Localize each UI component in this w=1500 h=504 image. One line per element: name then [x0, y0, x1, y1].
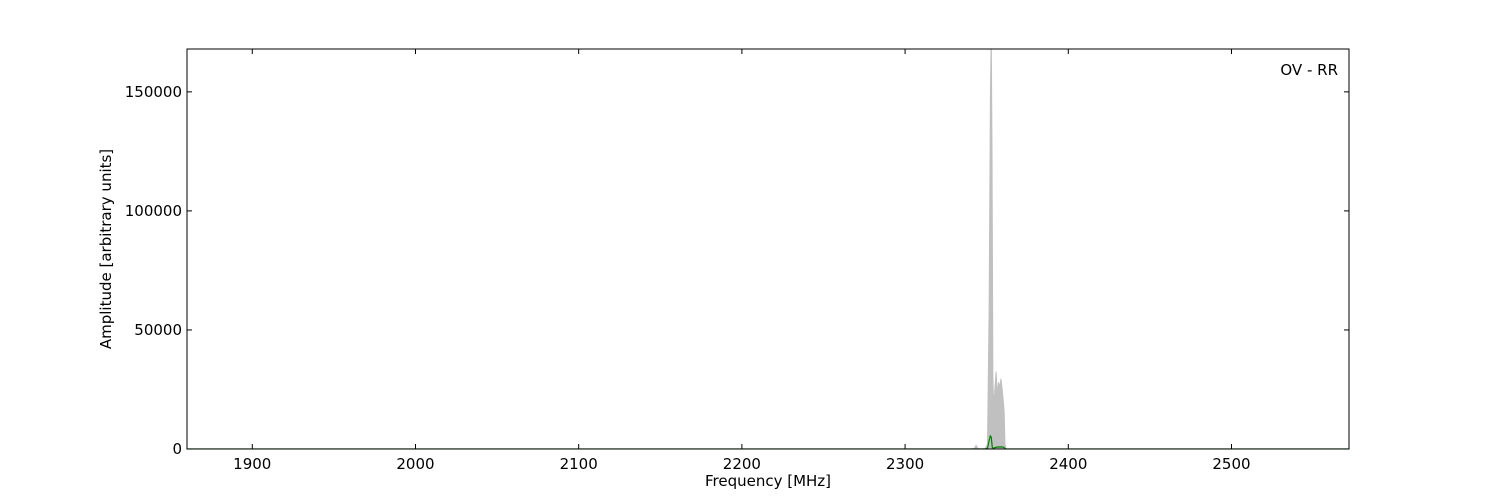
y-tick-label: 50000 — [134, 321, 182, 339]
plot-marks — [187, 49, 1349, 449]
series-0-area — [187, 49, 1349, 449]
x-tick-label: 2100 — [560, 455, 598, 473]
x-tick-label: 2500 — [1212, 455, 1250, 473]
x-tick-label: 2400 — [1049, 455, 1087, 473]
x-tick-label: 1900 — [233, 455, 271, 473]
axes-frame — [186, 48, 1350, 450]
x-tick-label: 2200 — [723, 455, 761, 473]
x-tick-label: 2000 — [396, 455, 434, 473]
annotation-label: OV - RR — [1280, 61, 1338, 79]
x-tick-label: 2300 — [886, 455, 924, 473]
x-axis-label: Frequency [MHz] — [705, 472, 831, 490]
y-tick-label: 150000 — [125, 83, 182, 101]
ticks: 1900 2000 2100 2200 2300 2400 2500 0 50000 100000… — [125, 49, 1349, 473]
y-tick-label: 0 — [172, 440, 182, 458]
y-tick-label: 100000 — [125, 202, 182, 220]
y-axis-label: Amplitude [arbitrary units] — [97, 149, 115, 349]
series-1-line — [187, 434, 1349, 449]
